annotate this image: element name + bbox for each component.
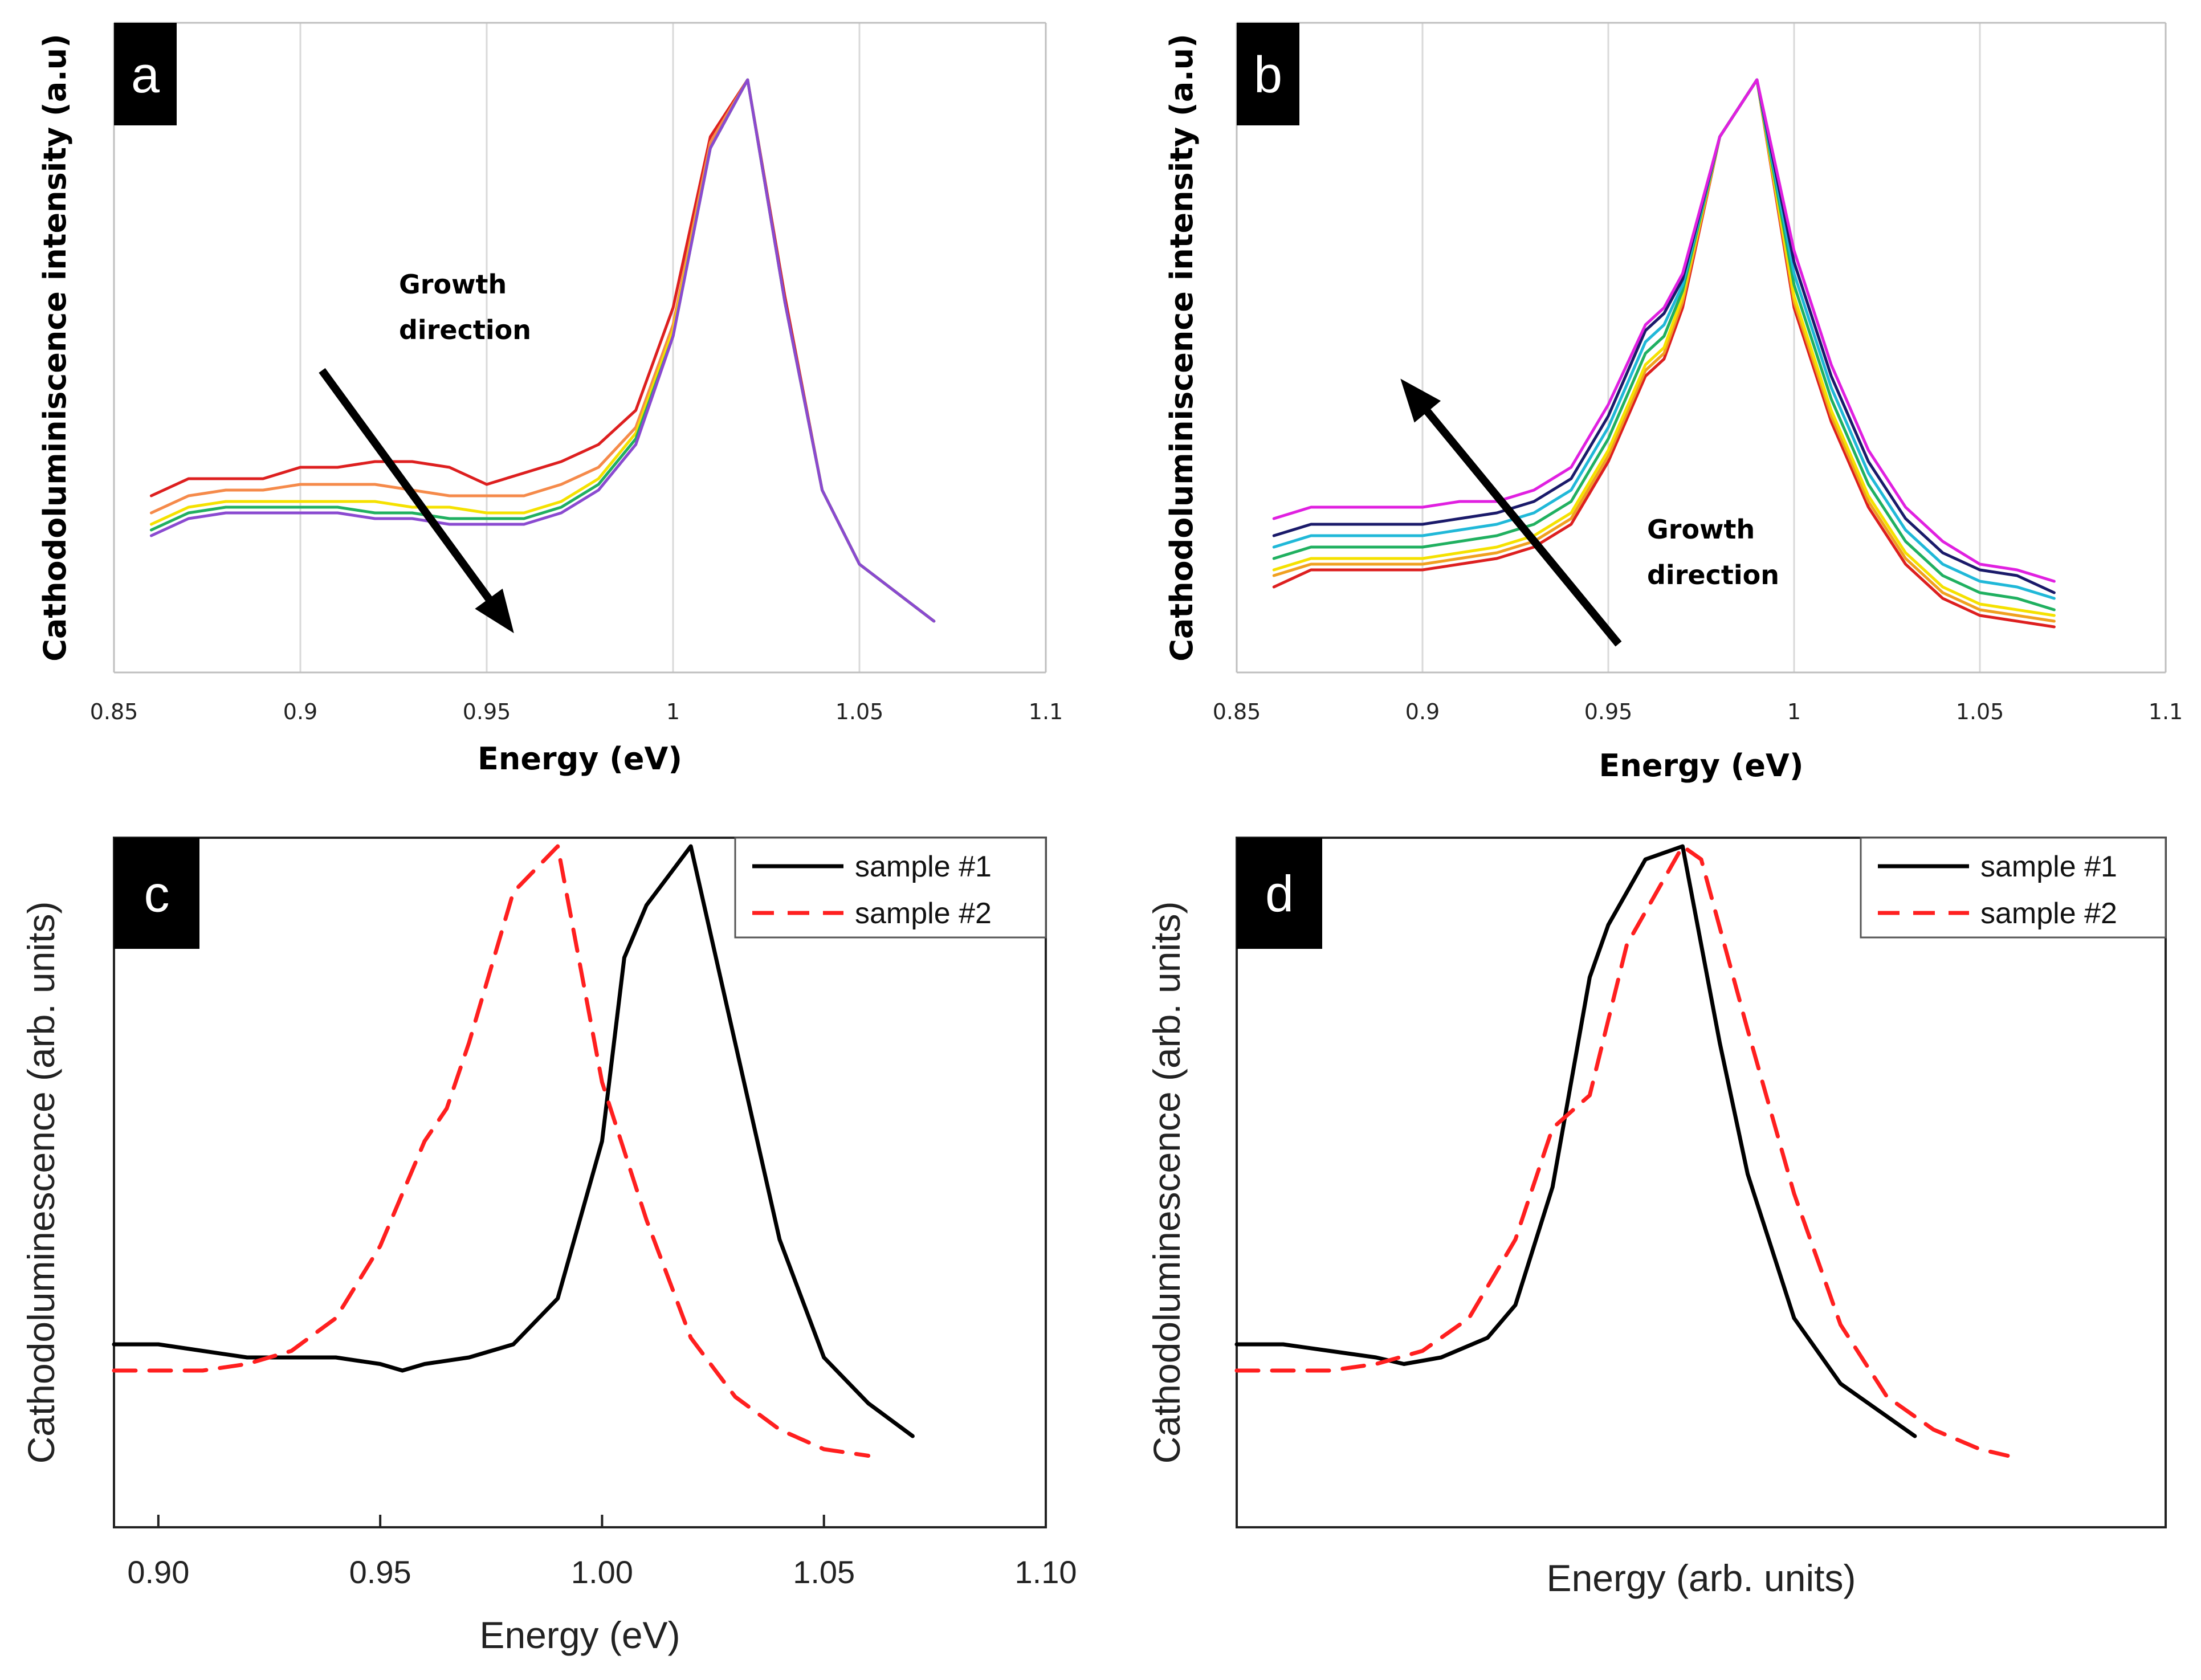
x-tick-label: 0.9 bbox=[283, 699, 317, 724]
legend-label: sample #1 bbox=[1980, 850, 2117, 883]
panel-letter: d bbox=[1265, 866, 1294, 923]
legend-box bbox=[1860, 837, 2167, 939]
series-line-1 bbox=[149, 78, 936, 623]
panel-badge bbox=[1237, 23, 1299, 125]
x-axis-title: Energy (eV) bbox=[478, 741, 682, 777]
annotation-text: Growth bbox=[399, 269, 507, 300]
x-tick-label: 0.9 bbox=[1405, 699, 1440, 724]
series-line-1 bbox=[112, 844, 915, 1438]
annotation-text: direction bbox=[1647, 560, 1779, 590]
y-axis-title: Cathodoluminescence (arb. units) bbox=[20, 902, 62, 1464]
x-tick-label: 0.95 bbox=[1584, 699, 1633, 724]
legend-label: sample #1 bbox=[855, 850, 992, 883]
x-tick-label: 0.85 bbox=[90, 699, 138, 724]
annotation-text: direction bbox=[399, 315, 531, 345]
x-tick-label: 0.95 bbox=[349, 1554, 411, 1590]
x-tick-label: 1.05 bbox=[793, 1554, 855, 1590]
series-line-1 bbox=[1272, 78, 2056, 629]
series-line-3 bbox=[149, 78, 936, 623]
x-tick-label: 1 bbox=[666, 699, 680, 724]
panel-badge bbox=[114, 838, 199, 949]
x-axis-title: Energy (eV) bbox=[479, 1614, 680, 1656]
panel-d: Energy (arb. units) Cathodoluminescence (… bbox=[1146, 837, 2167, 1599]
series-line-2 bbox=[1272, 78, 2056, 623]
growth-arrow-head bbox=[1400, 378, 1441, 423]
x-tick-label: 1.00 bbox=[571, 1554, 633, 1590]
x-tick-label: 1.05 bbox=[1956, 699, 2004, 724]
series-line-6 bbox=[1272, 78, 2056, 594]
series-line-5 bbox=[1272, 78, 2056, 600]
series-line-4 bbox=[1272, 78, 2056, 611]
legend-label: sample #2 bbox=[855, 897, 992, 930]
panel-b: 0.85 0.9 0.95 1 1.05 1.1 Energy (eV) Cathodolum… bbox=[1164, 22, 2183, 784]
series-line-2 bbox=[1234, 844, 2010, 1458]
panel-badge bbox=[114, 23, 177, 125]
series-line-2 bbox=[112, 844, 871, 1458]
x-tick-label: 0.90 bbox=[127, 1554, 189, 1590]
panel-c: 0.90 0.95 1.00 1.05 1.10 Energy (eV) Cathodolu… bbox=[20, 837, 1077, 1656]
legend: sample #1 sample #2 bbox=[734, 837, 1047, 939]
series-line-7 bbox=[1272, 78, 2056, 583]
series-line-5 bbox=[149, 78, 936, 623]
plot-frame bbox=[113, 837, 1047, 1528]
panel-letter: b bbox=[1254, 47, 1282, 104]
y-axis-title: Cathodoluminescence (arb. units) bbox=[1146, 902, 1188, 1464]
growth-arrow-head bbox=[475, 588, 514, 634]
growth-arrow bbox=[319, 368, 511, 627]
x-tick-label: 1.1 bbox=[1029, 699, 1063, 724]
plot-frame bbox=[1236, 837, 2167, 1528]
series-line-4 bbox=[149, 78, 936, 623]
y-axis-title: Cathodoluminiscence intensity (a.u) bbox=[1164, 34, 1200, 662]
x-tick-label: 0.85 bbox=[1213, 699, 1261, 724]
x-tick-label: 1 bbox=[1787, 699, 1801, 724]
panel-letter: c bbox=[144, 866, 170, 923]
series-line-2 bbox=[149, 78, 936, 623]
x-tick-label: 1.10 bbox=[1015, 1554, 1077, 1590]
annotation-text: Growth bbox=[1647, 514, 1755, 545]
panel-a: 0.85 0.9 0.95 1 1.05 1.1 Energy (eV) Cathodolum… bbox=[37, 22, 1063, 777]
x-tick-label: 0.95 bbox=[463, 699, 511, 724]
x-tick-label: 1.1 bbox=[2149, 699, 2183, 724]
panel-badge bbox=[1237, 838, 1322, 949]
panel-letter: a bbox=[131, 47, 160, 104]
series-line-1 bbox=[1234, 844, 1917, 1438]
x-axis-title: Energy (eV) bbox=[1599, 748, 1803, 784]
growth-arrow bbox=[1404, 385, 1622, 647]
x-tick-label: 1.05 bbox=[835, 699, 884, 724]
legend: sample #1 sample #2 bbox=[1860, 837, 2167, 939]
legend-label: sample #2 bbox=[1980, 897, 2117, 930]
x-axis-title: Energy (arb. units) bbox=[1547, 1557, 1856, 1599]
series-line-3 bbox=[1272, 78, 2056, 617]
y-axis-title: Cathodoluminiscence intensity (a.u) bbox=[37, 34, 73, 662]
legend-box bbox=[734, 837, 1047, 939]
